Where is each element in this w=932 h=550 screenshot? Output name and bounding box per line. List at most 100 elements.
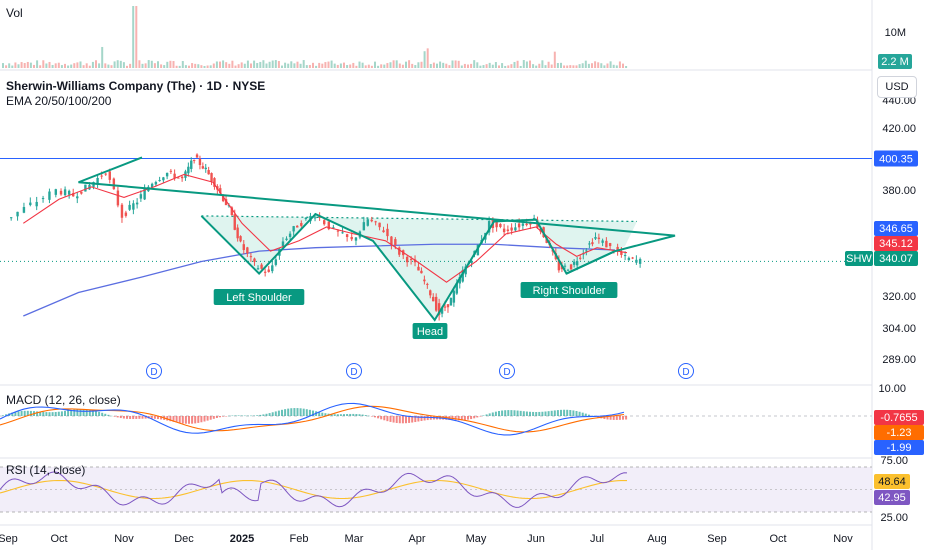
macd-hist-bar [510,410,513,416]
candle-body [169,170,173,172]
time-axis-label: Nov [114,533,134,545]
macd-hist-bar [172,416,175,422]
volume-bar [498,65,500,68]
ema-indicator-title[interactable]: EMA 20/50/100/200 [6,94,112,108]
candle-body [575,261,579,266]
macd-hist-bar [113,416,116,417]
volume-bar [538,63,541,68]
volume-bar [48,61,51,68]
head-label-box [412,323,448,339]
macd-hist-bar [408,416,411,423]
volume-bar [445,63,448,68]
rsi-indicator-title[interactable]: RSI (14, close) [6,463,86,477]
price-badge-label: 346.65 [879,223,913,235]
volume-bar [330,60,333,68]
volume-bar [333,63,336,68]
candle-body [572,261,576,265]
macd-hist-bar [191,416,194,424]
macd-hist-bar [104,413,107,416]
right-shoulder-label-box [520,282,618,298]
volume-last-badge [878,54,912,69]
candle-body [386,228,389,237]
resistance-price-label: 400.35 [879,153,913,165]
macd-hist-bar [460,416,463,421]
macd-hist-bar [470,416,473,420]
macd-hist-bar [312,410,314,416]
currency-button[interactable]: USD [877,76,917,98]
candle-body [354,237,358,241]
candle-body [173,173,176,179]
macd-hist-bar [321,412,324,416]
macd-hist-bar [184,416,187,424]
volume-bar [383,64,386,68]
candle-body [398,247,401,255]
candle-body [443,306,447,308]
macd-hist-bar [138,416,141,419]
macd-hist-bar [581,412,584,416]
macd-hist-bar [88,409,91,416]
volume-bar [64,63,66,68]
volume-bar [296,61,299,68]
volume-bar [79,61,82,68]
rsi-value-badge [874,490,910,505]
volume-bar [126,65,128,68]
candle-body [108,171,111,180]
candle-body [332,227,335,229]
candle-body [627,257,631,261]
candle-body [219,188,222,194]
candle-body [499,223,502,227]
volume-bar [563,65,566,68]
volume-bar [253,60,256,68]
macd-hist-bar [222,416,225,417]
macd-hist-bar [383,416,386,421]
macd-hist-bar [175,416,178,423]
candle-body [487,221,491,233]
macd-hist-bar [60,411,63,416]
candle-body [233,214,236,230]
macd-hist-bar [67,410,70,416]
volume-bar [222,60,225,68]
volume-bar [470,63,473,68]
volume-bar [277,61,280,68]
macd-hist-bar [498,410,500,416]
candle-body [210,173,213,182]
candle-body [236,227,239,239]
time-axis-label: May [466,533,487,545]
volume-bar [522,60,525,68]
volume-bar [454,60,457,68]
candle-body [263,271,267,273]
candle-body [545,238,548,243]
volume-bar [98,63,101,68]
candle-body [96,177,99,185]
time-axis-label: Jun [527,533,545,545]
macd-hist-bar [119,416,122,419]
candle-body [370,219,373,222]
candle-body [336,230,340,232]
candle-body [631,257,634,259]
macd-hist-bar [129,416,132,419]
macd-hist-bar [36,411,39,416]
price-badge [874,221,918,236]
candle-body [461,270,464,282]
volume-bar [318,62,321,68]
candle-body [22,207,26,213]
time-axis-label: Aug [647,533,667,545]
volume-bar [516,60,519,68]
candle-body [409,259,413,261]
macd-indicator-title[interactable]: MACD (12, 26, close) [6,393,121,407]
volume-bar [45,63,48,68]
volume-bar [349,64,352,68]
macd-hist-bar [380,416,383,420]
volume-bar [42,60,45,68]
volume-bar [119,60,122,68]
macd-hist-bar [228,415,231,417]
candle-body [437,303,441,316]
macd-hist-bar [206,416,209,421]
candle-body [608,243,612,247]
macd-hist-bar [553,410,556,416]
macd-hist-bar [488,413,491,416]
macd-hist-bar [417,416,420,422]
volume-bar [547,61,550,68]
